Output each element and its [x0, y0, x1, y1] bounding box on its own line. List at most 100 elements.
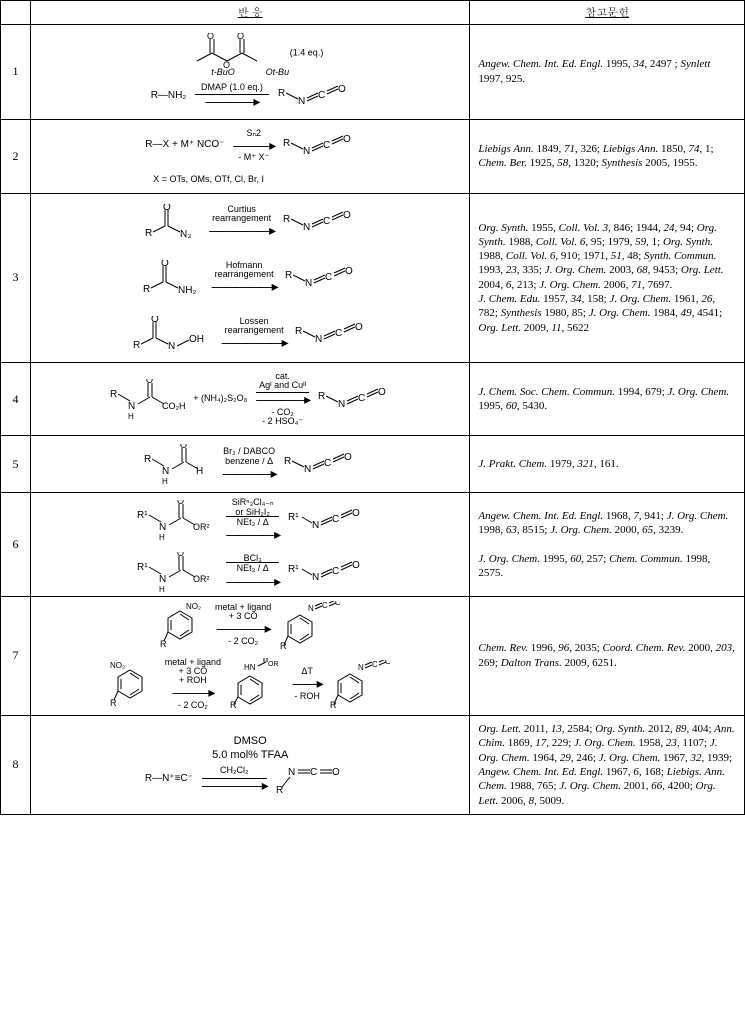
- product-isocyanate-icon: [285, 266, 357, 290]
- minus-roh: - ROH: [293, 691, 322, 702]
- svg-text:O: O: [352, 508, 360, 519]
- svg-text:O: O: [177, 500, 184, 506]
- svg-text:N: N: [312, 520, 319, 531]
- svg-text:N: N: [162, 466, 169, 477]
- minus-hso4: - 2 HSO₄⁻: [256, 416, 309, 427]
- row-number: 5: [1, 436, 31, 493]
- carbamate-icon: R¹ NH O OR²: [137, 500, 217, 540]
- header-reaction: 반 응: [30, 1, 469, 25]
- sm-rx-salt: R—X + M⁺ NCO⁻: [145, 139, 224, 152]
- arrow-icon: —————▸: [222, 334, 287, 352]
- svg-text:N: N: [288, 767, 295, 778]
- svg-text:O: O: [352, 560, 360, 571]
- hydroxamic-icon: NOHH: [133, 316, 213, 352]
- reaction-cell: R—X + M⁺ NCO⁻ Sₙ2 ———▸ - M⁺ X⁻ X = OTs, …: [30, 119, 469, 193]
- svg-text:R¹: R¹: [288, 564, 299, 575]
- arrow-icon: —————▸: [209, 222, 274, 240]
- row-number: 1: [1, 25, 31, 120]
- product-isocyanate-icon: [283, 210, 355, 234]
- persulfate: + (NH₄)₂S₂O₈: [193, 393, 247, 404]
- table-row: 8 DMSO 5.0 mol% TFAA R—N⁺≡C⁻ CH₂Cl₂ ————…: [1, 716, 745, 815]
- nitroarene-icon: NO₂ R: [110, 660, 156, 708]
- svg-text:CO₂H: CO₂H: [162, 401, 186, 411]
- svg-text:H: H: [162, 477, 168, 484]
- svg-text:R¹: R¹: [137, 510, 148, 521]
- arrow-icon: ————▸: [226, 573, 279, 591]
- aryl-carbamate-icon: HN OR O R: [230, 658, 284, 710]
- product-isocyanate-icon: [318, 387, 390, 411]
- svg-text:N: N: [159, 522, 166, 533]
- reference-cell: J. Chem. Soc. Chem. Commun. 1994, 679; J…: [470, 362, 745, 436]
- svg-text:OH: OH: [189, 334, 204, 345]
- product-isocyanate-icon: [284, 452, 356, 476]
- product-isocyanate-icon: [283, 134, 355, 158]
- svg-text:R: R: [160, 639, 167, 649]
- reactions-table: 반 응 참고문헌 1 O O: [0, 0, 745, 815]
- carbamate-icon: R¹ NH O OR²: [137, 552, 217, 592]
- dmso-label: DMSO: [145, 735, 356, 749]
- table-row: 1 OO O (1.4 eq.): [1, 25, 745, 120]
- reaction-cell: R NH O CO₂H + (NH₄)₂S₂O₈ cat. Agᴵ and Cu…: [30, 362, 469, 436]
- boc-right: Ot-Bu: [266, 67, 290, 77]
- reaction-cell: N₃ Curtius rearrangement —————▸ NH₂ Hofm…: [30, 193, 469, 362]
- svg-text:N: N: [128, 401, 135, 412]
- svg-text:N: N: [312, 572, 319, 583]
- svg-text:O: O: [385, 660, 390, 666]
- svg-text:H: H: [159, 533, 165, 540]
- arrow-icon: ——▸: [293, 675, 322, 693]
- svg-text:H: H: [196, 466, 203, 477]
- row-number: 8: [1, 716, 31, 815]
- boc-left: t-BuO: [211, 67, 235, 77]
- aryl-isocyanate-icon: N C O R: [330, 660, 390, 708]
- svg-text:NH₂: NH₂: [178, 285, 196, 296]
- row-number: 7: [1, 596, 31, 716]
- svg-text:N: N: [358, 663, 364, 672]
- svg-text:NO₂: NO₂: [110, 661, 125, 670]
- reference-cell: Org. Synth. 1955, Coll. Vol. 3, 846; 194…: [470, 193, 745, 362]
- reaction-cell: R¹ NH O OR² SiRⁿ₃Cl₄₋ₙ or SiH₂I₂: [30, 493, 469, 596]
- svg-text:R¹: R¹: [137, 562, 148, 573]
- svg-text:H: H: [159, 585, 165, 592]
- arrow-icon: ————▸: [223, 465, 276, 483]
- reaction-cell: OO O (1.4 eq.) t-BuO Ot-Bu R—NH₂ DMAP (1…: [30, 25, 469, 120]
- svg-text:C: C: [332, 514, 339, 525]
- table-row: 4 R NH O CO₂H + (NH₄)₂S₂O₈ c: [1, 362, 745, 436]
- svg-text:N₃: N₃: [180, 229, 191, 240]
- svg-text:H: H: [128, 412, 134, 419]
- amide-icon: NH₂: [143, 260, 203, 296]
- svg-text:OR²: OR²: [193, 522, 210, 532]
- boc-eq: (1.4 eq.): [290, 48, 324, 58]
- svg-text:O: O: [332, 767, 340, 778]
- aryl-isocyanate-icon: N C O R: [280, 601, 340, 649]
- svg-text:R: R: [110, 698, 117, 708]
- table-row: 7 NO₂ R metal + ligand + 3 CO ————: [1, 596, 745, 716]
- table-row: 2 R—X + M⁺ NCO⁻ Sₙ2 ———▸ - M⁺ X⁻ X = OTs…: [1, 119, 745, 193]
- svg-text:R: R: [280, 641, 287, 649]
- svg-text:C: C: [322, 601, 328, 610]
- svg-text:O: O: [146, 379, 153, 385]
- table-row: 3 N₃ Curtius rearrangement —————▸ NH₂: [1, 193, 745, 362]
- reference-cell: Org. Lett. 2011, 13, 2584; Org. Synth. 2…: [470, 716, 745, 815]
- svg-text:O: O: [177, 552, 184, 558]
- reference-cell: Chem. Rev. 1996, 96, 2035; Coord. Chem. …: [470, 596, 745, 716]
- svg-text:C: C: [372, 660, 378, 669]
- svg-text:C: C: [310, 767, 317, 778]
- reaction-cell: R NH O H Br₂ / DABCO benzene / Δ ————▸: [30, 436, 469, 493]
- oxamic-acid-icon: R NH O CO₂H: [110, 379, 190, 419]
- arrow-icon: ————▸: [226, 526, 279, 544]
- svg-text:R: R: [144, 454, 151, 465]
- row-number: 4: [1, 362, 31, 436]
- header-row: 반 응 참고문헌: [1, 1, 745, 25]
- svg-text:N: N: [308, 604, 314, 613]
- arrow-icon: ————▸: [195, 93, 269, 111]
- header-references: 참고문헌: [470, 1, 745, 25]
- table-row: 5 R NH O H Br₂ / DABCO benz: [1, 436, 745, 493]
- svg-text:R¹: R¹: [288, 512, 299, 523]
- product-isocyanate-icon: [278, 84, 350, 108]
- reference-cell: J. Prakt. Chem. 1979, 321, 161.: [470, 436, 745, 493]
- starting-amine: R—NH₂: [151, 90, 187, 103]
- svg-text:R: R: [276, 785, 283, 795]
- product-isocyanate-icon: R¹NCO: [288, 560, 363, 584]
- svg-text:H: H: [168, 350, 175, 352]
- tfaa-label: 5.0 mol% TFAA: [145, 749, 356, 763]
